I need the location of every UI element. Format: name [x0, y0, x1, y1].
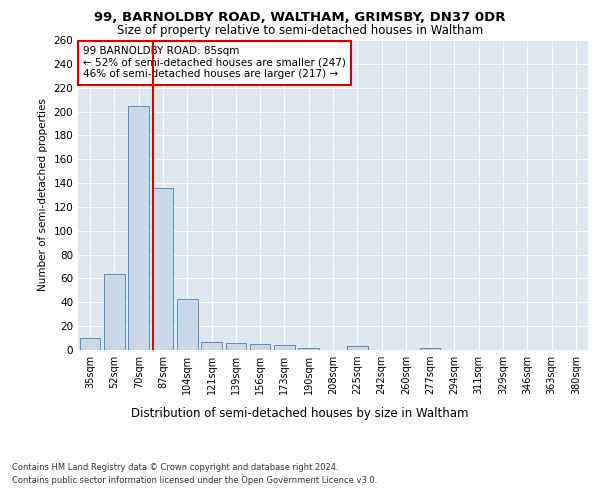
Text: Distribution of semi-detached houses by size in Waltham: Distribution of semi-detached houses by … [131, 408, 469, 420]
Bar [152, 188, 173, 350]
Bar [177, 298, 197, 350]
Text: 99, BARNOLDBY ROAD, WALTHAM, GRIMSBY, DN37 0DR: 99, BARNOLDBY ROAD, WALTHAM, GRIMSBY, DN… [94, 11, 506, 24]
Text: Contains HM Land Registry data © Crown copyright and database right 2024.: Contains HM Land Registry data © Crown c… [12, 462, 338, 471]
Text: Contains public sector information licensed under the Open Government Licence v3: Contains public sector information licen… [12, 476, 377, 485]
Bar [274, 345, 295, 350]
Text: 99 BARNOLDBY ROAD: 85sqm
← 52% of semi-detached houses are smaller (247)
46% of : 99 BARNOLDBY ROAD: 85sqm ← 52% of semi-d… [83, 46, 346, 80]
Bar [298, 348, 319, 350]
Bar [201, 342, 222, 350]
Text: Size of property relative to semi-detached houses in Waltham: Size of property relative to semi-detach… [117, 24, 483, 37]
Bar [347, 346, 368, 350]
Bar [80, 338, 100, 350]
Y-axis label: Number of semi-detached properties: Number of semi-detached properties [38, 98, 48, 292]
Bar [226, 343, 246, 350]
Bar [104, 274, 125, 350]
Bar [420, 348, 440, 350]
Bar [250, 344, 271, 350]
Bar [128, 106, 149, 350]
